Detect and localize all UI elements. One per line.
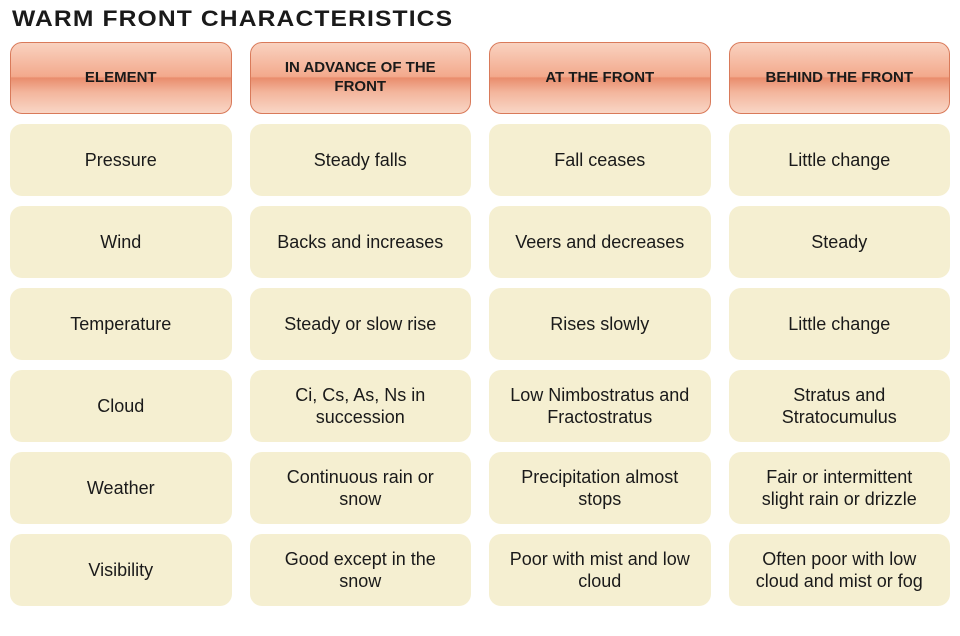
table-cell: Weather [10,452,232,524]
table-cell: Temperature [10,288,232,360]
table-cell: Continuous rain or snow [250,452,472,524]
table-cell: Precipitation almost stops [489,452,711,524]
table-cell: Fall ceases [489,124,711,196]
table-cell: Fair or intermittent slight rain or driz… [729,452,951,524]
table-cell: Cloud [10,370,232,442]
table-cell: Stratus and Stratocumulus [729,370,951,442]
column-header-in-advance: IN ADVANCE OF THE FRONT [250,42,472,114]
column-header-behind-front: BEHIND THE FRONT [729,42,951,114]
table-cell: Little change [729,124,951,196]
table-cell: Good except in the snow [250,534,472,606]
table-cell: Pressure [10,124,232,196]
table-cell: Steady falls [250,124,472,196]
table-cell: Ci, Cs, As, Ns in succession [250,370,472,442]
page-title: WARM FRONT CHARACTERISTICS [12,6,960,32]
table-cell: Little change [729,288,951,360]
table-cell: Wind [10,206,232,278]
table-cell: Veers and decreases [489,206,711,278]
characteristics-table: ELEMENT IN ADVANCE OF THE FRONT AT THE F… [10,42,950,606]
table-cell: Poor with mist and low cloud [489,534,711,606]
table-cell: Visibility [10,534,232,606]
table-cell: Steady or slow rise [250,288,472,360]
column-header-element: ELEMENT [10,42,232,114]
table-cell: Low Nimbostratus and Fractostratus [489,370,711,442]
column-header-at-front: AT THE FRONT [489,42,711,114]
table-cell: Steady [729,206,951,278]
table-cell: Backs and increases [250,206,472,278]
table-cell: Often poor with low cloud and mist or fo… [729,534,951,606]
table-container: WARM FRONT CHARACTERISTICS ELEMENT IN AD… [0,0,960,606]
table-cell: Rises slowly [489,288,711,360]
